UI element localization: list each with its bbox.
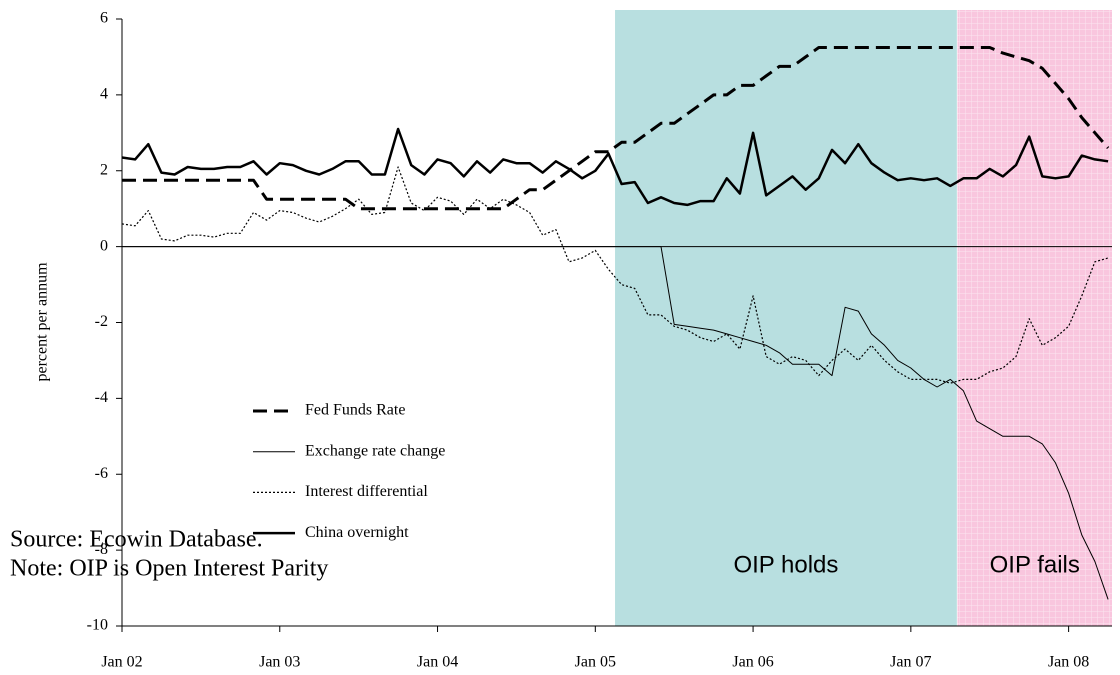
series-line bbox=[122, 246, 1109, 600]
series-line bbox=[122, 46, 1110, 211]
y-tick-label: 6 bbox=[100, 10, 108, 27]
legend-label: Interest differential bbox=[305, 483, 428, 500]
region-label: OIP holds bbox=[733, 551, 838, 578]
region-pattern bbox=[957, 10, 1112, 626]
y-tick-label: -8 bbox=[95, 541, 108, 558]
x-tick-label: Jan 08 bbox=[1048, 654, 1089, 671]
series-line bbox=[121, 127, 1109, 207]
x-tick-label: Jan 03 bbox=[259, 654, 300, 671]
region bbox=[615, 10, 957, 626]
y-tick-label: -2 bbox=[95, 313, 108, 330]
region-label: OIP fails bbox=[990, 551, 1080, 578]
legend-label: Exchange rate change bbox=[305, 442, 445, 459]
y-tick-label: 2 bbox=[100, 161, 108, 178]
annotation: Source: Ecowin Database. bbox=[10, 527, 263, 553]
x-tick-label: Jan 04 bbox=[417, 654, 458, 671]
y-tick-label: 4 bbox=[100, 86, 108, 103]
y-tick-label: -6 bbox=[95, 465, 108, 482]
x-tick-label: Jan 06 bbox=[732, 654, 773, 671]
y-tick-label: 0 bbox=[100, 237, 108, 254]
y-tick-label: -10 bbox=[87, 617, 108, 634]
y-tick-label: -4 bbox=[95, 389, 108, 406]
x-tick-label: Jan 02 bbox=[101, 654, 142, 671]
x-tick-label: Jan 07 bbox=[890, 654, 931, 671]
legend-label: Fed Funds Rate bbox=[305, 402, 405, 419]
series-line bbox=[121, 166, 1109, 384]
legend-label: China overnight bbox=[305, 524, 409, 541]
annotation: Note: OIP is Open Interest Parity bbox=[10, 556, 328, 582]
y-axis-label: percent per annum bbox=[34, 262, 51, 382]
x-tick-label: Jan 05 bbox=[575, 654, 616, 671]
